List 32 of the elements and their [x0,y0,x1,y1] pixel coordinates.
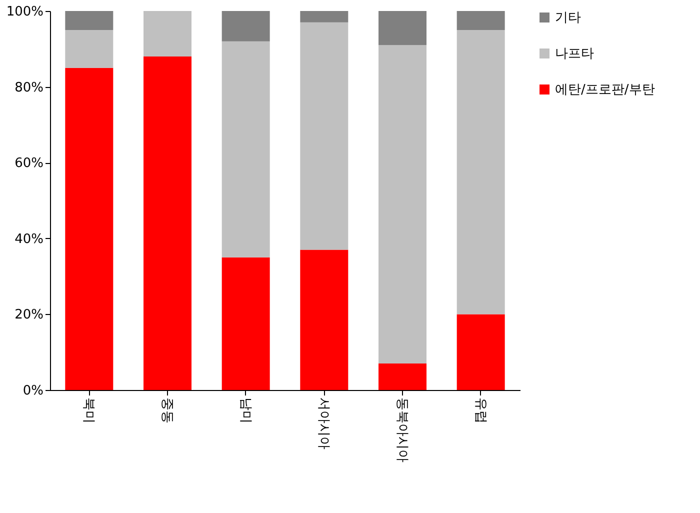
y-tick-label: 0% [22,384,44,398]
x-tick-label: 북미 [81,398,96,424]
x-tick-label: 동북아시아 [394,398,410,462]
y-tick-label: 60% [14,156,44,172]
bar [65,11,114,30]
bar [222,11,270,42]
bar [65,68,114,390]
bar [144,56,192,390]
x-tick-label: 유럽 [472,398,488,424]
bar [144,11,192,56]
bar [378,11,426,46]
bar [378,363,426,390]
x-tick-label: 중동 [160,398,174,424]
legend-label: 나프타 [555,46,594,62]
bar [300,22,348,250]
bar [456,11,505,30]
y-tick-label: 80% [14,80,44,96]
bar [222,257,270,390]
x-tick-label: 서아시아 [316,398,332,450]
bar [222,41,270,258]
y-tick-label: 20% [14,308,44,323]
legend-label: 기타 [555,10,581,26]
bar [456,314,505,390]
bar [65,30,114,68]
bar [456,30,505,314]
bar [378,45,426,364]
bar [300,11,348,22]
legend-label: 에탄/프로판/부탄 [555,82,655,98]
y-tick-label: 40% [14,232,44,247]
x-tick-label: 남미 [238,398,253,424]
y-tick-label: 100% [6,4,44,20]
bar [300,250,348,390]
